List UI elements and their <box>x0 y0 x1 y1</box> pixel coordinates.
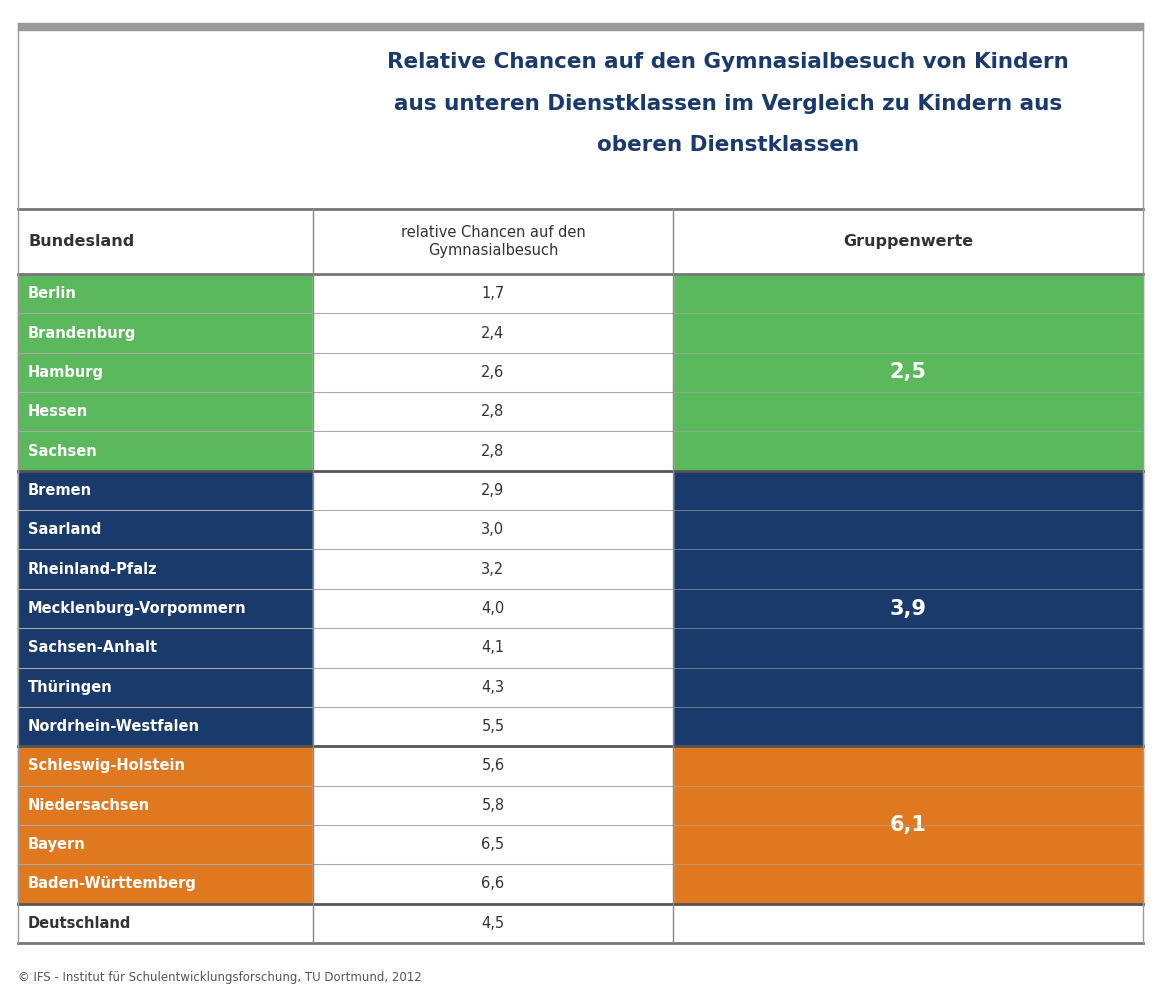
Text: 4,0: 4,0 <box>482 601 505 616</box>
Bar <box>19 864 313 904</box>
Bar <box>313 589 673 629</box>
Bar <box>313 392 673 431</box>
Bar <box>673 274 1142 471</box>
Bar <box>673 746 1142 904</box>
Bar <box>19 589 313 629</box>
Bar <box>19 392 313 431</box>
Bar <box>19 707 313 746</box>
Text: Sachsen-Anhalt: Sachsen-Anhalt <box>28 640 157 655</box>
Bar <box>19 23 1142 30</box>
Bar <box>19 629 313 667</box>
Text: Bayern: Bayern <box>28 837 86 852</box>
Text: 3,2: 3,2 <box>482 562 505 577</box>
Bar <box>19 209 1142 274</box>
Text: Mecklenburg-Vorpommern: Mecklenburg-Vorpommern <box>28 601 246 616</box>
Text: 2,6: 2,6 <box>482 364 505 380</box>
Text: 6,1: 6,1 <box>889 815 926 835</box>
Bar <box>19 431 313 471</box>
Bar <box>313 707 673 746</box>
Text: relative Chancen auf den
Gymnasialbesuch: relative Chancen auf den Gymnasialbesuch <box>401 225 585 258</box>
Text: 2,9: 2,9 <box>482 483 505 497</box>
Text: 2,8: 2,8 <box>482 404 505 419</box>
Bar <box>313 274 673 314</box>
Text: Sachsen: Sachsen <box>28 444 96 459</box>
Text: Deutschland: Deutschland <box>28 916 131 930</box>
Bar <box>19 746 313 785</box>
Bar <box>673 471 1142 746</box>
Bar <box>313 353 673 392</box>
Bar <box>313 510 673 549</box>
Bar <box>19 825 313 864</box>
Bar <box>313 549 673 589</box>
Text: 2,8: 2,8 <box>482 444 505 459</box>
Bar <box>19 274 313 314</box>
Text: 3,9: 3,9 <box>889 599 926 619</box>
Bar <box>313 746 673 785</box>
Bar <box>313 825 673 864</box>
Text: Nordrhein-Westfalen: Nordrhein-Westfalen <box>28 719 200 734</box>
Bar <box>19 785 313 825</box>
Text: Brandenburg: Brandenburg <box>28 326 136 341</box>
Bar <box>19 904 313 943</box>
Text: 5,5: 5,5 <box>482 719 505 734</box>
Bar <box>313 785 673 825</box>
Bar <box>19 314 313 353</box>
Text: Gruppenwerte: Gruppenwerte <box>843 234 973 249</box>
Text: 4,5: 4,5 <box>482 916 505 930</box>
Bar <box>19 471 313 510</box>
Text: Hamburg: Hamburg <box>28 364 104 380</box>
Bar <box>313 314 673 353</box>
Text: 4,1: 4,1 <box>482 640 505 655</box>
Bar <box>19 667 313 707</box>
Text: Schleswig-Holstein: Schleswig-Holstein <box>28 759 185 774</box>
Text: 6,6: 6,6 <box>482 877 505 892</box>
Bar <box>19 510 313 549</box>
Bar <box>313 629 673 667</box>
Text: Bremen: Bremen <box>28 483 92 497</box>
Text: Relative Chancen auf den Gymnasialbesuch von Kindern: Relative Chancen auf den Gymnasialbesuch… <box>387 52 1069 72</box>
Bar <box>19 549 313 589</box>
Text: Rheinland-Pfalz: Rheinland-Pfalz <box>28 562 158 577</box>
Text: 5,8: 5,8 <box>482 797 505 812</box>
Text: Bundesland: Bundesland <box>28 234 135 249</box>
Text: 1,7: 1,7 <box>482 286 505 301</box>
Text: 3,0: 3,0 <box>482 522 505 537</box>
Text: Baden-Württemberg: Baden-Württemberg <box>28 877 197 892</box>
Text: 5,6: 5,6 <box>482 759 505 774</box>
Text: 2,5: 2,5 <box>889 362 926 382</box>
Text: 6,5: 6,5 <box>482 837 505 852</box>
Bar <box>313 864 673 904</box>
Text: aus unteren Dienstklassen im Vergleich zu Kindern aus: aus unteren Dienstklassen im Vergleich z… <box>394 93 1062 113</box>
Text: oberen Dienstklassen: oberen Dienstklassen <box>597 135 859 155</box>
Text: Berlin: Berlin <box>28 286 77 301</box>
Text: Thüringen: Thüringen <box>28 679 113 695</box>
Text: © IFS - Institut für Schulentwicklungsforschung, TU Dortmund, 2012: © IFS - Institut für Schulentwicklungsfo… <box>19 970 421 983</box>
Text: Saarland: Saarland <box>28 522 101 537</box>
Text: Niedersachsen: Niedersachsen <box>28 797 150 812</box>
Bar <box>313 667 673 707</box>
Text: 2,4: 2,4 <box>482 326 505 341</box>
Bar <box>313 904 673 943</box>
Bar <box>19 353 313 392</box>
Bar <box>313 471 673 510</box>
Bar <box>313 431 673 471</box>
Text: Hessen: Hessen <box>28 404 88 419</box>
Text: 4,3: 4,3 <box>482 679 505 695</box>
